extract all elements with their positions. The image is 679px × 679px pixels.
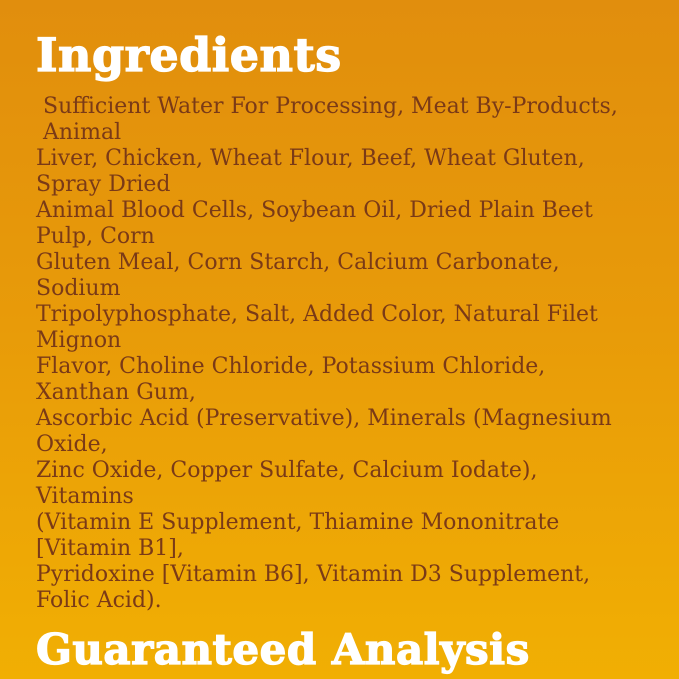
ingredients-line: Liver, Chicken, Wheat Flour, Beef, Wheat…	[36, 146, 585, 197]
ingredients-line: Animal Blood Cells, Soybean Oil, Dried P…	[36, 198, 593, 249]
ingredients-line: Pyridoxine [Vitamin B6], Vitamin D3 Supp…	[36, 562, 591, 613]
ingredients-line: Tripolyphosphate, Salt, Added Color, Nat…	[36, 302, 598, 353]
ingredients-text: Sufficient Water For Processing, Meat By…	[36, 94, 639, 614]
guaranteed-analysis-heading: Guaranteed Analysis	[35, 625, 530, 674]
ingredients-line: Zinc Oxide, Copper Sulfate, Calcium Ioda…	[36, 458, 538, 509]
ingredients-heading: Ingredients	[35, 28, 342, 82]
ingredients-line: (Vitamin E Supplement, Thiamine Mononitr…	[36, 510, 560, 561]
ingredients-line: Ascorbic Acid (Preservative), Minerals (…	[36, 406, 612, 457]
ingredients-line: Flavor, Choline Chloride, Potassium Chlo…	[36, 354, 546, 405]
ingredients-line: Sufficient Water For Processing, Meat By…	[43, 94, 618, 145]
ingredients-line: Gluten Meal, Corn Starch, Calcium Carbon…	[36, 250, 560, 301]
